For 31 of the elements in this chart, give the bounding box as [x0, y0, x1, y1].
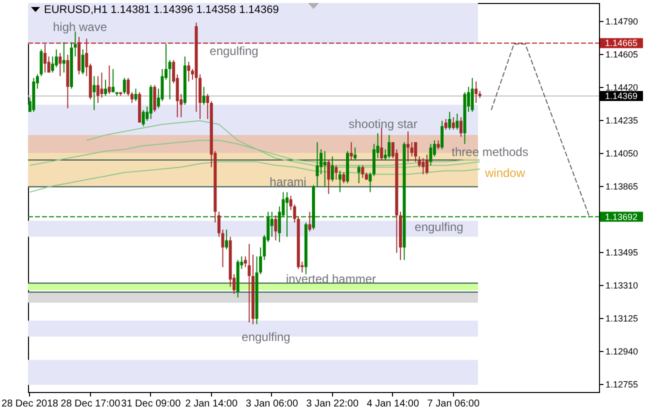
y-tick-label: 1.14790 [606, 16, 638, 26]
annotation: high wave [52, 20, 108, 34]
ref-line-label: 1.13692 [605, 212, 638, 222]
y-tick-label: 1.14605 [606, 49, 638, 60]
y-tick-label: 1.13125 [606, 313, 638, 324]
chart-title: EURUSD,H1 1.14381 1.14396 1.14358 1.14369 [44, 4, 279, 16]
annotation: harami [270, 175, 306, 189]
y-tick-label: 1.13865 [606, 181, 638, 192]
y-tick-label: 1.12940 [606, 346, 638, 356]
x-tick-label: 2 Jan 14:00 [185, 398, 238, 409]
annotation: engulfing [242, 330, 290, 344]
y-tick-label: 1.13310 [606, 280, 638, 290]
y-tick-label: 1.14235 [606, 115, 638, 126]
annotation: engulfing [414, 220, 464, 234]
x-tick-label: 31 Dec 09:00 [121, 398, 182, 409]
y-tick-label: 1.12755 [606, 379, 638, 390]
annotation: engulfing [210, 44, 258, 58]
x-tick-label: 28 Dec 2018 [2, 398, 59, 409]
y-tick-label: 1.14050 [606, 148, 638, 158]
x-tick-label: 28 Dec 17:00 [60, 398, 121, 409]
annotation: inverted hammer [286, 272, 376, 286]
annotation: window [484, 166, 526, 180]
annotation: shooting star [348, 117, 418, 131]
ref-line-label: 1.14665 [605, 38, 638, 48]
ref-line-label: 1.14369 [605, 90, 638, 101]
y-tick-label: 1.13495 [606, 247, 638, 258]
x-tick-label: 7 Jan 06:00 [427, 398, 480, 409]
y-tick-label: 1.14420 [606, 82, 638, 92]
x-tick-label: 3 Jan 06:00 [246, 398, 298, 409]
x-tick-label: 4 Jan 14:00 [366, 398, 420, 409]
x-tick-label: 3 Jan 22:00 [306, 398, 359, 409]
